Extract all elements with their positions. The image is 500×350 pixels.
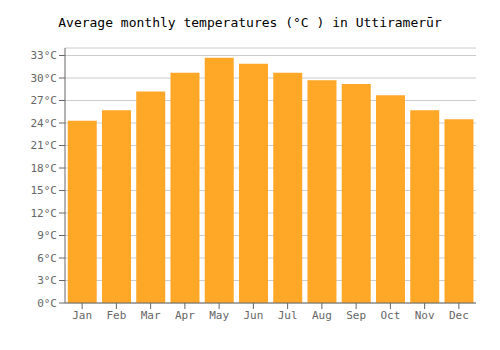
svg-text:Apr: Apr [175,309,195,322]
svg-text:Oct: Oct [380,309,400,322]
html-text:Average monthly temperatures (: Average monthly temperatures (°C ) in Ut… [58,15,442,30]
svg-text:9°C: 9°C [37,229,57,242]
svg-text:0°C: 0°C [37,297,57,310]
svg-text:15°C: 15°C [31,184,58,197]
svg-text:Jul: Jul [278,309,298,322]
svg-text:Aug: Aug [312,309,332,322]
svg-text:33°C: 33°C [31,49,58,62]
svg-text:Sep: Sep [346,309,366,322]
svg-text:Nov: Nov [415,309,435,322]
svg-text:Mar: Mar [141,309,161,322]
svg-text:24°C: 24°C [31,117,58,130]
svg-text:Jan: Jan [72,309,92,322]
svg-text:Feb: Feb [106,309,126,322]
svg-text:12°C: 12°C [31,207,58,220]
svg-text:18°C: 18°C [31,162,58,175]
svg-text:30°C: 30°C [31,72,58,85]
svg-text:21°C: 21°C [31,139,58,152]
svg-text:3°C: 3°C [37,274,57,287]
svg-text:Jun: Jun [243,309,263,322]
svg-text:Dec: Dec [449,309,469,322]
svg-text:27°C: 27°C [31,94,58,107]
svg-text:May: May [209,309,229,322]
svg-text:6°C: 6°C [37,252,57,265]
